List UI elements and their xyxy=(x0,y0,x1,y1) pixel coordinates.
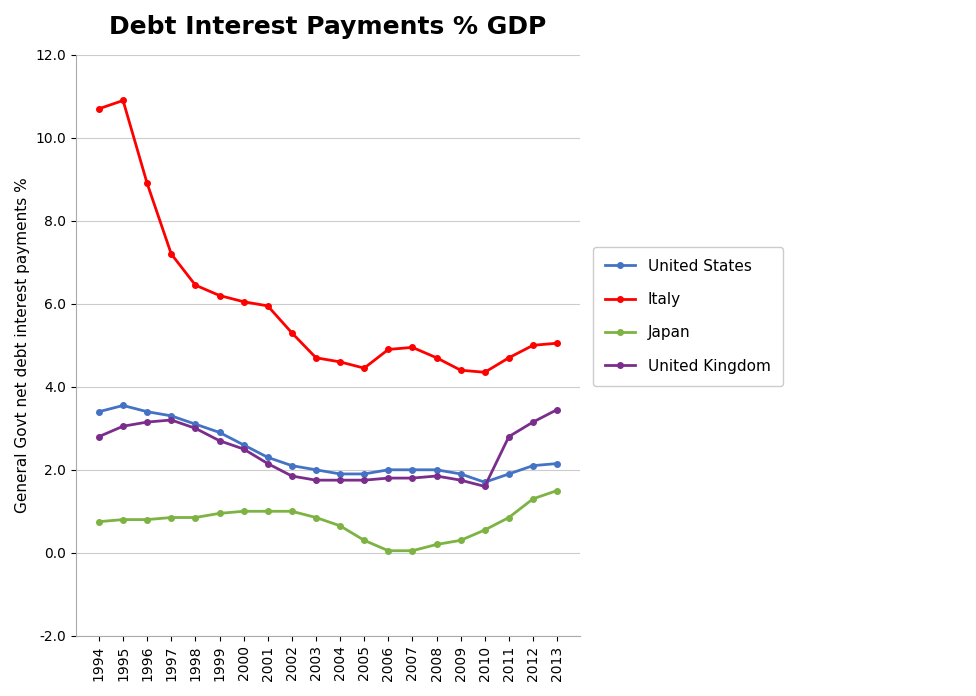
United Kingdom xyxy=(117,422,129,430)
Japan xyxy=(238,507,250,516)
Italy xyxy=(503,354,514,362)
Japan xyxy=(117,516,129,524)
Line: Japan: Japan xyxy=(97,488,560,553)
Japan xyxy=(358,536,370,544)
United States xyxy=(551,459,563,468)
United States xyxy=(286,461,298,470)
Italy xyxy=(238,298,250,306)
Japan xyxy=(262,507,273,516)
Japan xyxy=(334,521,346,530)
United States xyxy=(455,470,467,478)
United States xyxy=(117,402,129,410)
Italy xyxy=(383,345,394,354)
United Kingdom xyxy=(358,476,370,484)
Japan xyxy=(142,516,153,524)
Japan xyxy=(214,509,225,518)
United Kingdom xyxy=(262,459,273,468)
United Kingdom xyxy=(165,416,177,424)
United Kingdom xyxy=(479,482,491,491)
Italy xyxy=(165,250,177,258)
Japan xyxy=(310,514,322,522)
Japan xyxy=(407,546,419,555)
Italy xyxy=(189,281,201,290)
United Kingdom xyxy=(383,474,394,482)
United States xyxy=(407,466,419,474)
United Kingdom xyxy=(527,418,539,426)
Italy xyxy=(117,96,129,104)
Italy xyxy=(142,180,153,188)
Japan xyxy=(479,525,491,534)
United States xyxy=(238,441,250,449)
Italy xyxy=(455,366,467,374)
United Kingdom xyxy=(93,432,104,441)
Italy xyxy=(407,343,419,351)
United States xyxy=(165,411,177,420)
United Kingdom xyxy=(551,406,563,414)
Legend: United States, Italy, Japan, United Kingdom: United States, Italy, Japan, United King… xyxy=(592,246,783,386)
United Kingdom xyxy=(214,436,225,445)
United States xyxy=(142,408,153,416)
Y-axis label: General Govt net debt interest payments %: General Govt net debt interest payments … xyxy=(15,177,30,513)
Italy xyxy=(93,104,104,113)
Title: Debt Interest Payments % GDP: Debt Interest Payments % GDP xyxy=(109,15,547,39)
Japan xyxy=(455,536,467,544)
Italy xyxy=(430,354,442,362)
Line: United Kingdom: United Kingdom xyxy=(97,407,560,489)
United States xyxy=(262,453,273,461)
United States xyxy=(93,408,104,416)
Italy xyxy=(479,368,491,377)
Italy xyxy=(358,364,370,372)
Italy xyxy=(262,301,273,310)
Italy xyxy=(334,358,346,366)
United States xyxy=(383,466,394,474)
United Kingdom xyxy=(286,472,298,480)
Italy xyxy=(310,354,322,362)
United Kingdom xyxy=(503,432,514,441)
United States xyxy=(310,466,322,474)
Japan xyxy=(286,507,298,516)
Line: Italy: Italy xyxy=(97,97,560,375)
Japan xyxy=(189,514,201,522)
United Kingdom xyxy=(455,476,467,484)
United States xyxy=(189,420,201,428)
United Kingdom xyxy=(407,474,419,482)
Italy xyxy=(286,329,298,337)
United States xyxy=(334,470,346,478)
United States xyxy=(214,428,225,436)
Japan xyxy=(93,518,104,526)
United Kingdom xyxy=(310,476,322,484)
United Kingdom xyxy=(238,445,250,453)
United Kingdom xyxy=(430,472,442,480)
Japan xyxy=(165,514,177,522)
United States xyxy=(527,461,539,470)
Italy xyxy=(527,341,539,349)
Japan xyxy=(551,487,563,495)
Italy xyxy=(551,339,563,347)
United Kingdom xyxy=(142,418,153,426)
United States xyxy=(430,466,442,474)
United States xyxy=(358,470,370,478)
Japan xyxy=(527,495,539,503)
Japan xyxy=(503,514,514,522)
United Kingdom xyxy=(334,476,346,484)
United States xyxy=(479,478,491,487)
United Kingdom xyxy=(189,424,201,432)
Japan xyxy=(430,540,442,548)
Italy xyxy=(214,292,225,300)
Japan xyxy=(383,546,394,555)
Line: United States: United States xyxy=(97,403,560,485)
United States xyxy=(503,470,514,478)
